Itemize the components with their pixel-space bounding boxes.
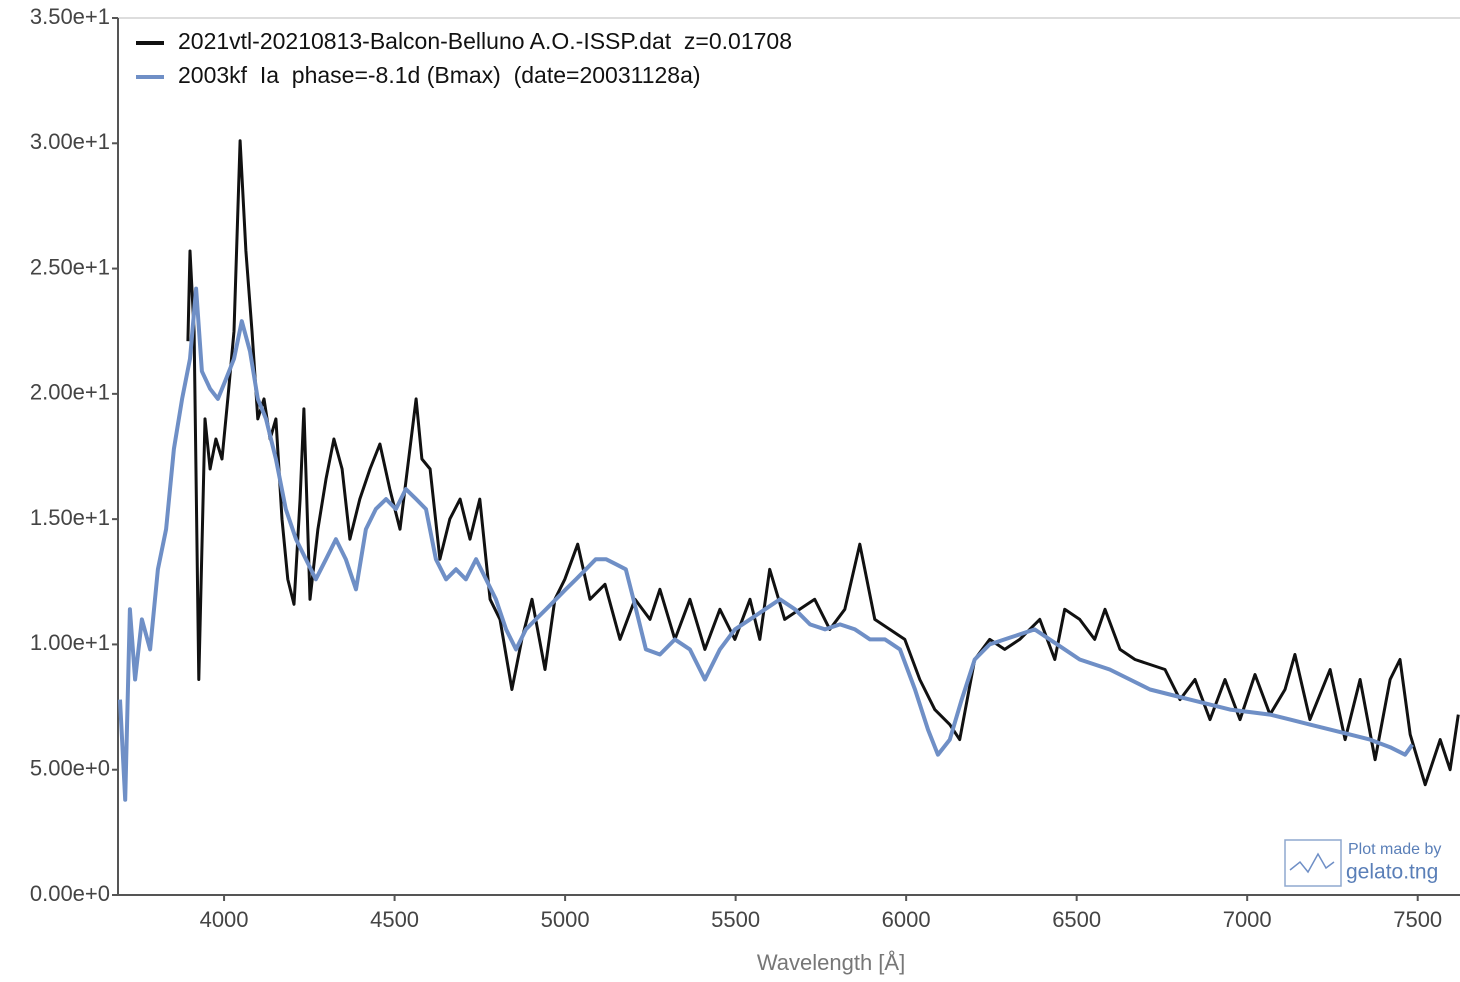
x-tick-label: 4000 [200,907,249,932]
x-axis-title: Wavelength [Å] [757,950,905,975]
x-tick-label: 6500 [1052,907,1101,932]
x-tick-label: 7000 [1223,907,1272,932]
x-tick-label: 7500 [1393,907,1442,932]
y-tick-label: 2.00e+1 [30,380,110,405]
x-tick-label: 4500 [370,907,419,932]
y-tick-label: 0.00e+0 [30,881,110,906]
y-tick-label: 2.50e+1 [30,254,110,279]
credit-logo-line [1289,852,1335,874]
credit-text: Plot made by [1348,841,1441,858]
x-tick-label: 5000 [541,907,590,932]
y-tick-label: 5.00e+0 [30,756,110,781]
x-tick-label: 5500 [711,907,760,932]
legend-label: 2003kf Ia phase=-8.1d (Bmax) (date=20031… [178,62,701,88]
credit-text: gelato.tng [1346,861,1438,884]
x-tick-label: 6000 [882,907,931,932]
spectrum-line [186,139,1460,787]
y-tick-label: 3.00e+1 [30,129,110,154]
y-tick-label: 1.50e+1 [30,505,110,530]
legend-label: 2021vtl-20210813-Balcon-Belluno A.O.-ISS… [178,28,792,54]
y-tick-label: 3.50e+1 [30,4,110,29]
y-tick-label: 1.00e+1 [30,630,110,655]
spectrum-line [118,286,1414,802]
